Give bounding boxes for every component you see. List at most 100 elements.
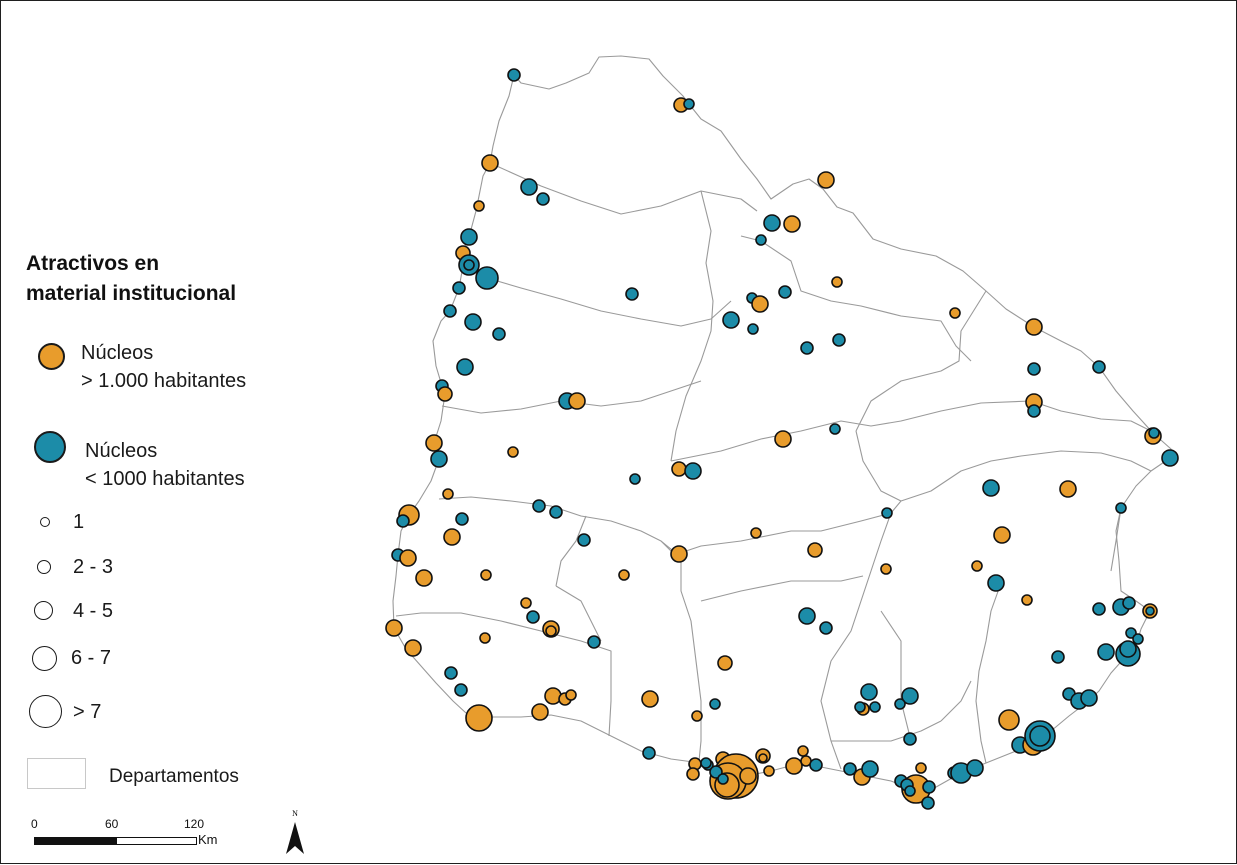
attraction-point-small-town[interactable]	[904, 785, 916, 797]
attraction-point-small-town[interactable]	[966, 759, 984, 777]
attraction-point-small-town[interactable]	[526, 610, 540, 624]
attraction-point-large-town[interactable]	[443, 528, 461, 546]
attraction-point-large-town[interactable]	[751, 295, 769, 313]
attraction-point-small-town[interactable]	[443, 304, 457, 318]
attraction-point-large-town[interactable]	[442, 488, 454, 500]
attraction-point-large-town[interactable]	[531, 703, 549, 721]
attraction-point-large-town[interactable]	[565, 689, 577, 701]
attraction-point-small-town[interactable]	[903, 732, 917, 746]
attraction-point-small-town[interactable]	[1051, 650, 1065, 664]
attraction-point-large-town[interactable]	[544, 687, 562, 705]
attraction-point-small-town[interactable]	[800, 341, 814, 355]
attraction-point-small-town[interactable]	[722, 311, 740, 329]
attraction-point-small-town[interactable]	[532, 499, 546, 513]
attraction-point-small-town[interactable]	[1092, 360, 1106, 374]
attraction-point-small-town[interactable]	[1080, 689, 1098, 707]
attraction-point-small-town[interactable]	[1122, 596, 1136, 610]
attraction-point-large-town[interactable]	[691, 710, 703, 722]
attraction-point-large-town[interactable]	[568, 392, 586, 410]
attraction-point-small-town[interactable]	[396, 514, 410, 528]
attraction-point-small-town[interactable]	[829, 423, 841, 435]
attraction-point-large-town[interactable]	[817, 171, 835, 189]
attraction-point-small-town[interactable]	[763, 214, 781, 232]
attraction-point-large-town[interactable]	[993, 526, 1011, 544]
attraction-point-small-town[interactable]	[1027, 362, 1041, 376]
attraction-point-large-town[interactable]	[473, 200, 485, 212]
attraction-point-large-town[interactable]	[671, 461, 687, 477]
attraction-point-small-town[interactable]	[869, 701, 881, 713]
attraction-point-large-town[interactable]	[480, 569, 492, 581]
attraction-point-small-town[interactable]	[683, 98, 695, 110]
attraction-point-small-town[interactable]	[778, 285, 792, 299]
attraction-point-large-town[interactable]	[641, 690, 659, 708]
attraction-point-small-town[interactable]	[832, 333, 846, 347]
attraction-point-large-town[interactable]	[545, 625, 557, 637]
attraction-point-small-town[interactable]	[1132, 633, 1144, 645]
attraction-point-small-town[interactable]	[1119, 640, 1137, 658]
attraction-point-small-town[interactable]	[642, 746, 656, 760]
attraction-point-small-town[interactable]	[809, 758, 823, 772]
attraction-point-large-town[interactable]	[404, 639, 422, 657]
attraction-point-small-town[interactable]	[507, 68, 521, 82]
attraction-point-large-town[interactable]	[880, 563, 892, 575]
attraction-point-small-town[interactable]	[819, 621, 833, 635]
attraction-point-small-town[interactable]	[987, 574, 1005, 592]
attraction-point-small-town[interactable]	[860, 683, 878, 701]
attraction-point-large-town[interactable]	[465, 704, 493, 732]
attraction-point-large-town[interactable]	[399, 549, 417, 567]
attraction-point-small-town[interactable]	[456, 358, 474, 376]
attraction-point-small-town[interactable]	[460, 228, 478, 246]
attraction-point-small-town[interactable]	[717, 773, 729, 785]
attraction-point-small-town[interactable]	[625, 287, 639, 301]
attraction-point-small-town[interactable]	[921, 796, 935, 810]
attraction-point-small-town[interactable]	[843, 762, 857, 776]
attraction-point-small-town[interactable]	[444, 666, 458, 680]
attraction-point-small-town[interactable]	[861, 760, 879, 778]
attraction-point-small-town[interactable]	[747, 323, 759, 335]
attraction-point-small-town[interactable]	[684, 462, 702, 480]
attraction-point-large-town[interactable]	[1021, 594, 1033, 606]
attraction-point-small-town[interactable]	[455, 512, 469, 526]
attraction-point-small-town[interactable]	[1092, 602, 1106, 616]
attraction-point-large-town[interactable]	[481, 154, 499, 172]
attraction-point-large-town[interactable]	[971, 560, 983, 572]
attraction-point-small-town[interactable]	[1115, 502, 1127, 514]
attraction-point-large-town[interactable]	[758, 753, 768, 763]
attraction-point-large-town[interactable]	[797, 745, 809, 757]
attraction-point-large-town[interactable]	[807, 542, 823, 558]
attraction-point-small-town[interactable]	[982, 479, 1000, 497]
attraction-point-small-town[interactable]	[922, 780, 936, 794]
attraction-point-small-town[interactable]	[464, 313, 482, 331]
attraction-point-small-town[interactable]	[1161, 449, 1179, 467]
attraction-point-small-town[interactable]	[520, 178, 538, 196]
attraction-point-small-town[interactable]	[798, 607, 816, 625]
attraction-point-large-town[interactable]	[520, 597, 532, 609]
attraction-point-large-town[interactable]	[915, 762, 927, 774]
attraction-point-small-town[interactable]	[492, 327, 506, 341]
attraction-point-small-town[interactable]	[700, 757, 712, 769]
attraction-point-large-town[interactable]	[739, 767, 757, 785]
attraction-point-small-town[interactable]	[854, 701, 866, 713]
attraction-point-small-town[interactable]	[463, 259, 475, 271]
attraction-point-large-town[interactable]	[686, 767, 700, 781]
attraction-point-small-town[interactable]	[894, 698, 906, 710]
attraction-point-small-town[interactable]	[1027, 404, 1041, 418]
attraction-point-small-town[interactable]	[755, 234, 767, 246]
attraction-point-small-town[interactable]	[536, 192, 550, 206]
attraction-point-large-town[interactable]	[785, 757, 803, 775]
attraction-point-small-town[interactable]	[1148, 427, 1160, 439]
attraction-point-large-town[interactable]	[783, 215, 801, 233]
attraction-point-large-town[interactable]	[618, 569, 630, 581]
attraction-point-large-town[interactable]	[717, 655, 733, 671]
attraction-point-large-town[interactable]	[1025, 318, 1043, 336]
attraction-point-large-town[interactable]	[385, 619, 403, 637]
attraction-point-small-town[interactable]	[577, 533, 591, 547]
attraction-point-small-town[interactable]	[901, 687, 919, 705]
attraction-point-large-town[interactable]	[831, 276, 843, 288]
attraction-point-large-town[interactable]	[774, 430, 792, 448]
attraction-point-large-town[interactable]	[425, 434, 443, 452]
attraction-point-small-town[interactable]	[1145, 606, 1155, 616]
attraction-point-small-town[interactable]	[709, 698, 721, 710]
attraction-point-small-town[interactable]	[430, 450, 448, 468]
